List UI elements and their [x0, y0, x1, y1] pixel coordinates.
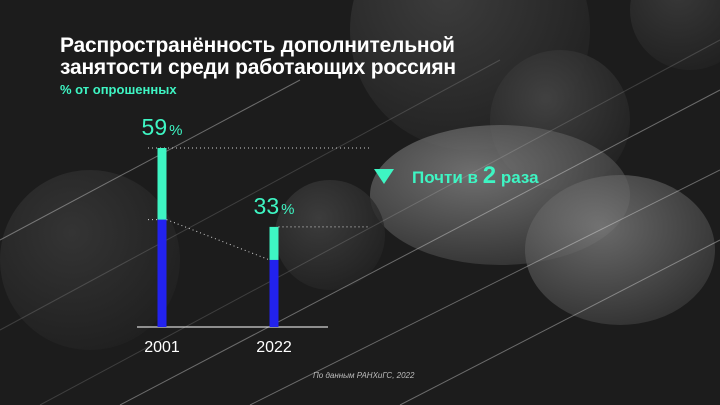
callout-text-after: раза — [496, 168, 539, 187]
bar-value-label-2022: 33% — [254, 193, 295, 219]
source-note: По данным РАНХиГС, 2022 — [313, 371, 415, 380]
chart-title: Распространённость дополнительной занято… — [60, 35, 456, 79]
bar-value-unit: % — [169, 122, 182, 139]
x-tick-label-2022: 2022 — [256, 339, 292, 356]
bar-value-number: 33 — [254, 193, 280, 219]
callout-text: Почти в 2 раза — [412, 162, 539, 190]
chart-title-line-2: занятости среди работающих россиян — [60, 56, 456, 79]
bar-value-unit: % — [281, 201, 294, 218]
bar-lower-segment-2022 — [269, 259, 279, 327]
comparison-callout: Почти в 2 раза — [374, 162, 539, 190]
callout-number: 2 — [482, 162, 497, 189]
triangle-down-icon — [374, 168, 394, 184]
bar-lower-segment-2001 — [157, 219, 167, 327]
x-tick-label-2001: 2001 — [144, 339, 180, 356]
bar-value-number: 59 — [142, 114, 168, 140]
bar-value-label-2001: 59% — [142, 114, 183, 140]
chart-subtitle: % от опрошенных — [60, 82, 177, 97]
chart-title-line-1: Распространённость дополнительной — [60, 34, 455, 57]
connector-line — [166, 219, 270, 261]
callout-text-before: Почти в — [412, 168, 483, 187]
